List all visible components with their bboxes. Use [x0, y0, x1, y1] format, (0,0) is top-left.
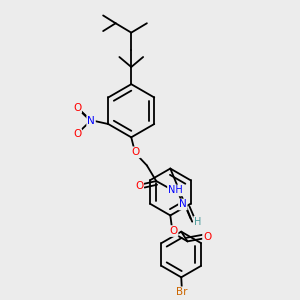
Text: O: O [132, 147, 140, 157]
Text: O: O [73, 129, 81, 139]
Text: O: O [169, 226, 178, 236]
Text: O: O [203, 232, 211, 242]
Text: O: O [73, 103, 81, 113]
Text: N: N [179, 200, 187, 209]
Text: NH: NH [168, 185, 183, 195]
Text: Br: Br [176, 287, 188, 297]
Text: O: O [135, 181, 143, 191]
Text: N: N [87, 116, 95, 126]
Text: H: H [194, 217, 202, 227]
